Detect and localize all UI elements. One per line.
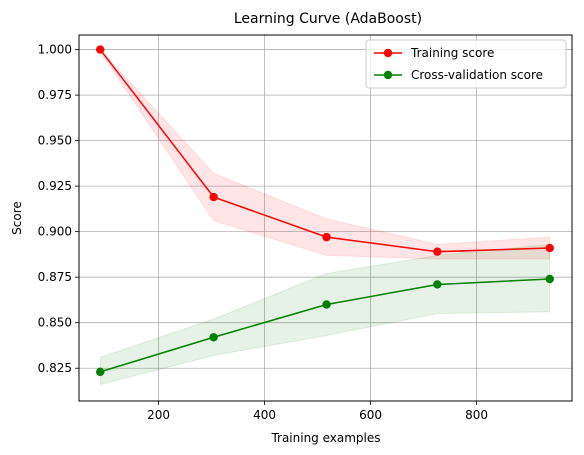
data-point	[96, 45, 105, 54]
x-axis-label: Training examples	[270, 431, 380, 445]
legend-box	[365, 39, 567, 89]
x-tick-label: 800	[465, 408, 488, 422]
plot-frame	[78, 34, 573, 402]
grid-lines	[79, 35, 572, 401]
x-axis-ticks: 200 400 600 800	[147, 401, 488, 422]
data-point	[433, 247, 442, 256]
data-point	[209, 192, 218, 202]
legend: Training score Cross-validation score	[365, 39, 567, 89]
data-point	[545, 243, 554, 253]
y-tick-label: 0.825	[38, 361, 72, 375]
x-tick-label: 200	[147, 408, 170, 422]
data-point	[433, 280, 442, 289]
legend-swatch-marker	[383, 48, 393, 58]
y-axis-ticks: 0.825 0.850 0.875 0.900 0.925 0.950 0.975 1.000	[38, 43, 79, 375]
data-point	[545, 274, 554, 284]
confidence-band-0	[99, 48, 551, 260]
confidence-bands	[99, 48, 551, 386]
data-point	[322, 300, 331, 309]
legend-swatch-marker	[383, 70, 393, 80]
chart-title: Learning Curve (AdaBoost)	[234, 11, 422, 27]
data-point	[322, 232, 331, 242]
series-points	[96, 45, 554, 377]
y-tick-label: 0.950	[38, 134, 72, 148]
y-axis-label: Score	[10, 201, 24, 235]
x-tick-label: 400	[253, 408, 276, 422]
y-tick-label: 0.975	[38, 88, 72, 102]
y-tick-label: 0.850	[38, 316, 72, 330]
legend-label: Training score	[410, 46, 494, 60]
legend-label: Cross-validation score	[411, 68, 543, 82]
data-point	[209, 333, 218, 342]
y-tick-label: 0.900	[38, 225, 72, 239]
y-tick-label: 1.000	[38, 43, 72, 57]
confidence-band-1	[99, 243, 551, 386]
data-point	[96, 367, 105, 377]
y-tick-label: 0.875	[38, 270, 72, 284]
x-tick-label: 600	[359, 408, 382, 422]
y-tick-label: 0.925	[38, 179, 72, 193]
